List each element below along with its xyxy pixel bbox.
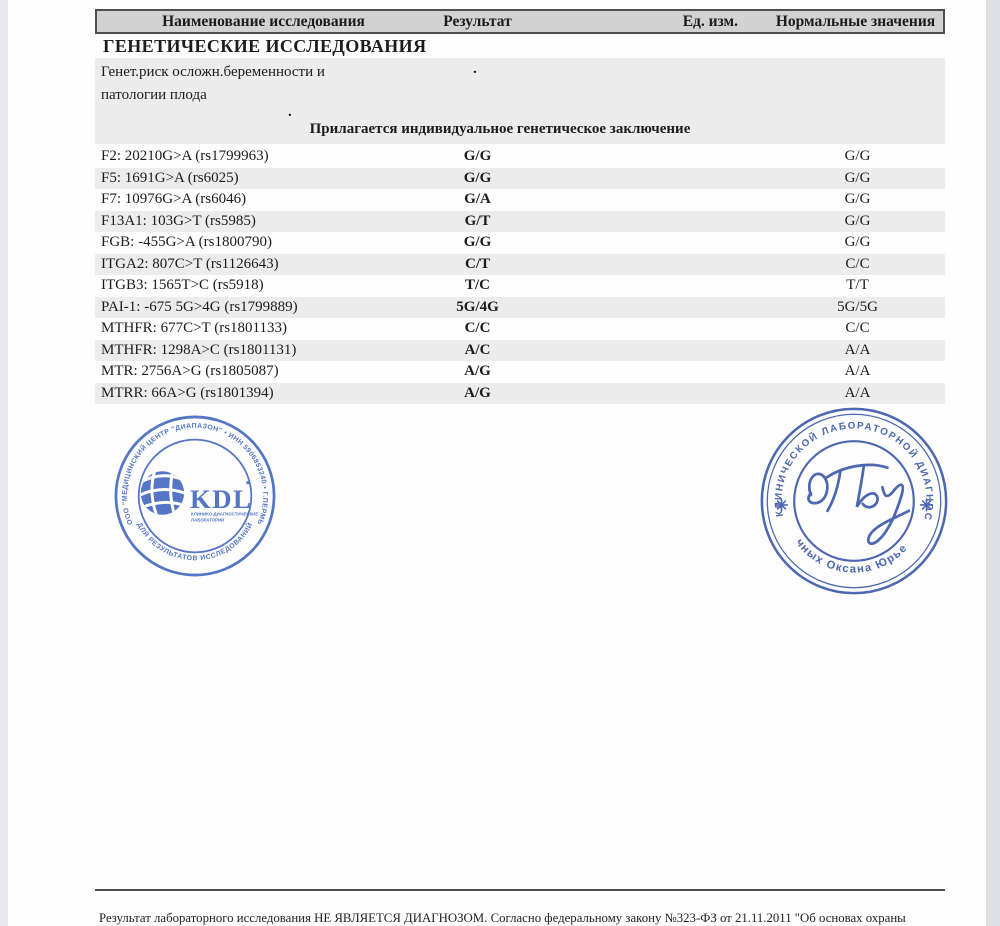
test-name: PAI-1: -675 5G>4G (rs1799889) [101, 298, 298, 315]
test-unit [525, 232, 770, 254]
test-result: C/T [464, 255, 490, 272]
photo-edge-left [0, 0, 8, 926]
test-group-name-line1: Генет.риск осложн.беременности и [101, 64, 325, 80]
test-unit [525, 318, 770, 340]
test-result: 5G/4G [456, 298, 499, 315]
test-result: A/C [464, 341, 491, 358]
test-unit [525, 275, 770, 297]
header-result: Результат [443, 12, 512, 30]
test-result: T/C [464, 277, 490, 293]
test-unit [525, 254, 770, 276]
test-unit [525, 211, 770, 233]
test-name: MTR: 2756A>G (rs1805087) [101, 363, 279, 379]
photo-edge-right [986, 0, 1000, 926]
test-normal: G/G [844, 191, 871, 207]
test-name: MTHFR: 677C>T (rs1801133) [101, 320, 287, 336]
star-icon-right [919, 498, 934, 512]
kdl-logo-subtext-2: ЛАБОРАТОРИИ [191, 518, 224, 523]
kdl-lab-stamp: ООО "МЕДИЦИНСКИЙ ЦЕНТР "ДИАПАЗОН" • ИНН … [111, 412, 279, 580]
header-test-name: Наименование исследования [162, 12, 365, 30]
table-row: ITGA2: 807C>T (rs1126643) C/T C/C [95, 253, 945, 276]
test-unit [525, 383, 770, 405]
test-result: G/G [463, 169, 492, 186]
doctor-stamp-middle-ring [766, 413, 942, 589]
test-normal: A/A [844, 384, 871, 401]
test-name: F7: 10976G>A (rs6046) [101, 191, 247, 207]
test-result: G/T [464, 212, 491, 229]
kdl-globe-icon [140, 471, 185, 515]
results-table-body: F2: 20210G>A (rs1799963) G/G G/G F5: 169… [95, 146, 945, 404]
test-name: MTHFR: 1298A>C (rs1801131) [101, 341, 297, 358]
table-row: F7: 10976G>A (rs6046) G/A G/G [95, 189, 945, 211]
test-normal: A/A [844, 363, 871, 379]
test-normal: 5G/5G [837, 298, 878, 315]
table-row: F5: 1691G>A (rs6025) G/G G/G [95, 167, 945, 190]
table-row: MTRR: 66A>G (rs1801394) A/G A/A [95, 382, 945, 405]
kdl-logo-mark [246, 481, 250, 485]
test-unit [525, 361, 770, 383]
table-row: FGB: -455G>A (rs1800790) G/G G/G [95, 232, 945, 254]
doctor-signature [807, 463, 911, 545]
test-normal: C/C [845, 320, 870, 336]
test-group-panel: Генет.риск осложн.беременности и . патол… [95, 58, 945, 144]
test-normal: A/A [844, 341, 871, 358]
table-row: PAI-1: -675 5G>4G (rs1799889) 5G/4G 5G/5… [95, 296, 945, 319]
kdl-stamp-inner-ring [137, 438, 253, 554]
test-normal: G/G [844, 212, 871, 229]
footer-divider [95, 889, 945, 891]
result-dot: . [473, 61, 477, 77]
genetic-note: Прилагается индивидуальное генетическое … [309, 121, 691, 137]
table-row: ITGB3: 1565T>C (rs5918) T/C T/T [95, 275, 945, 297]
doctor-stamp-inner-ring [793, 440, 915, 562]
doctor-signature-stamp: ВРАЧ КЛИНИЧЕСКОЙ ЛАБОРАТОРНОЙ ДИАГНОСТИК… [756, 403, 952, 599]
test-name: F2: 20210G>A (rs1799963) [101, 148, 269, 164]
test-name: F13A1: 103G>T (rs5985) [101, 212, 256, 229]
note-dot: . [288, 104, 292, 120]
star-icon-left [774, 498, 789, 512]
kdl-logo-text: KDL [190, 484, 252, 514]
section-title: ГЕНЕТИЧЕСКИЕ ИССЛЕДОВАНИЯ [103, 36, 427, 56]
test-result: A/G [464, 384, 491, 401]
test-name: MTRR: 66A>G (rs1801394) [101, 384, 274, 401]
kdl-stamp-graphic: ООО "МЕДИЦИНСКИЙ ЦЕНТР "ДИАПАЗОН" • ИНН … [111, 412, 276, 577]
table-header-bar: Наименование исследования Результат Ед. … [95, 9, 945, 34]
test-result: C/C [464, 320, 491, 336]
test-result: A/G [464, 363, 491, 379]
kdl-stamp-outer-ring [114, 415, 276, 577]
test-unit [525, 146, 770, 168]
test-group-name-line2: патологии плода [101, 87, 207, 103]
header-unit: Ед. изм. [682, 12, 738, 30]
table-row: MTR: 2756A>G (rs1805087) A/G A/A [95, 361, 945, 383]
test-name: ITGB3: 1565T>C (rs5918) [101, 277, 264, 293]
table-row: MTHFR: 1298A>C (rs1801131) A/C A/A [95, 339, 945, 362]
test-normal: T/T [846, 277, 869, 293]
test-name: FGB: -455G>A (rs1800790) [101, 234, 272, 250]
table-row: F13A1: 103G>T (rs5985) G/T G/G [95, 210, 945, 233]
test-name: ITGA2: 807C>T (rs1126643) [101, 255, 279, 272]
test-result: G/G [463, 148, 492, 164]
footer-disclaimer: Результат лабораторного исследования НЕ … [99, 911, 906, 925]
test-result: G/A [464, 191, 491, 207]
test-normal: G/G [844, 169, 871, 186]
test-unit [525, 168, 770, 190]
test-normal: C/C [845, 255, 870, 272]
test-unit [525, 189, 770, 211]
test-result: G/G [463, 234, 492, 250]
test-name: F5: 1691G>A (rs6025) [101, 169, 239, 186]
kdl-logo-subtext-1: КЛИНИКО-ДИАГНОСТИЧЕСКИЕ [191, 512, 258, 517]
header-normal-values: Нормальные значения [775, 12, 936, 30]
doctor-stamp-outer-ring [760, 407, 948, 595]
table-row: MTHFR: 677C>T (rs1801133) C/C C/C [95, 318, 945, 340]
test-normal: G/G [844, 234, 871, 250]
test-normal: G/G [844, 148, 871, 164]
test-unit [525, 340, 770, 362]
doctor-stamp-graphic: ВРАЧ КЛИНИЧЕСКОЙ ЛАБОРАТОРНОЙ ДИАГНОСТИК… [756, 403, 948, 595]
test-unit [525, 297, 770, 319]
table-row: F2: 20210G>A (rs1799963) G/G G/G [95, 146, 945, 168]
